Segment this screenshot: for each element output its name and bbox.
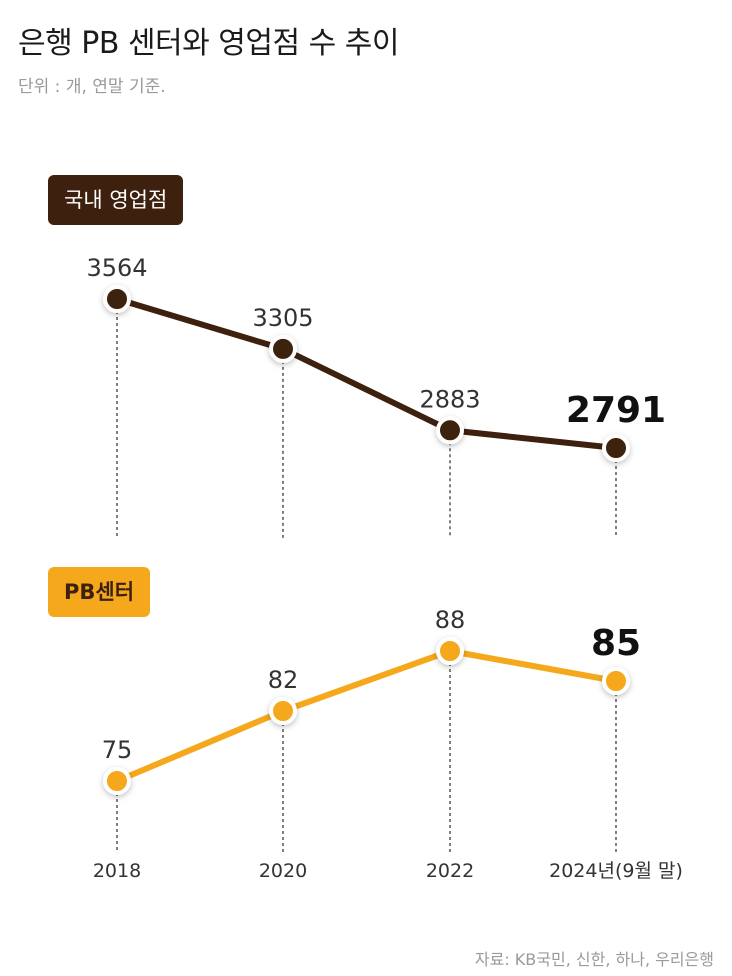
series-line-pb — [115, 648, 617, 784]
series-line-domestic — [116, 296, 617, 451]
x-tick-label: 2020 — [259, 860, 307, 882]
data-label-pb: 82 — [268, 666, 299, 694]
data-label-pb: 88 — [435, 606, 466, 634]
chart-title: 은행 PB 센터와 영업점 수 추이 — [18, 26, 399, 61]
data-point-domestic — [269, 334, 297, 363]
x-tick-label: 2018 — [93, 860, 141, 882]
data-point-pb — [103, 767, 131, 795]
data-point-domestic — [103, 285, 131, 313]
x-tick-label: 2022 — [426, 860, 474, 882]
data-label-domestic: 2791 — [566, 390, 666, 431]
data-label-pb: 85 — [591, 623, 641, 664]
data-point-domestic — [436, 416, 464, 445]
chart-subtitle: 단위 : 개, 연말 기준. — [18, 77, 166, 97]
data-source: 자료: KB국민, 신한, 하나, 우리은행 — [474, 950, 714, 969]
data-point-domestic — [602, 434, 630, 462]
x-tick-label: 2024년(9월 말) — [549, 860, 683, 882]
data-label-domestic: 3305 — [252, 304, 313, 332]
data-label-pb: 75 — [102, 736, 133, 764]
data-label-domestic: 2883 — [419, 385, 480, 413]
data-label-domestic: 3564 — [86, 254, 147, 282]
series-label-domestic-branches: 국내 영업점 — [48, 175, 184, 225]
series-label-pb-centers: PB센터 — [48, 567, 151, 617]
data-point-pb — [602, 667, 630, 695]
data-point-pb — [436, 637, 464, 665]
data-point-pb — [269, 697, 297, 725]
